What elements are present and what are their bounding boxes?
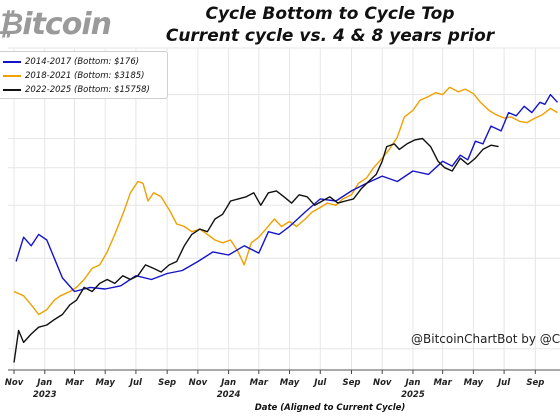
x-tick-label: Jul xyxy=(496,378,511,388)
x-tick-label: Mar xyxy=(250,378,269,388)
x-tick-label: Jan xyxy=(219,378,236,388)
x-tick-label: Nov xyxy=(5,378,24,388)
x-tick-label: Nov xyxy=(373,378,392,388)
x-tick-label: Jul xyxy=(312,378,327,388)
x-tick-label: Mar xyxy=(433,378,452,388)
x-tick-label: May xyxy=(280,378,300,388)
chart-legend: 2014-2017 (Bottom: $176) 2018-2021 (Bott… xyxy=(0,51,168,99)
x-tick-label: May xyxy=(95,378,115,388)
legend-swatch-2022 xyxy=(3,89,21,91)
chart-grid xyxy=(8,47,560,370)
x-tick-label: Jul xyxy=(128,378,143,388)
legend-item: 2014-2017 (Bottom: $176) xyxy=(3,55,167,69)
x-year-label: 2024 xyxy=(217,390,241,400)
chart-title: Cycle Bottom to Cycle Top xyxy=(205,4,455,24)
legend-swatch-2018 xyxy=(3,75,21,77)
watermark-text: @BitcoinChartBot by @Ch xyxy=(411,332,560,346)
x-year-label: 2023 xyxy=(33,390,57,400)
legend-item: 2018-2021 (Bottom: $3185) xyxy=(3,69,167,83)
x-tick-label: May xyxy=(464,378,484,388)
x-tick-label: Sep xyxy=(526,378,544,388)
legend-swatch-2014 xyxy=(3,61,21,63)
x-tick-label: Jan xyxy=(35,378,52,388)
x-year-label: 2025 xyxy=(401,390,425,400)
x-tick-label: Sep xyxy=(342,378,360,388)
x-axis: Nov Jan 2023 Mar May Jul Sep Nov Jan 2024 Mar May Ju… xyxy=(5,369,560,400)
legend-item: 2022-2025 (Bottom: $15758) xyxy=(3,83,167,97)
legend-label: 2022-2025 (Bottom: $15758) xyxy=(25,85,150,95)
x-tick-label: Jan xyxy=(403,378,420,388)
series-layer xyxy=(13,86,559,363)
bitcoin-logo: ₿itcoin xyxy=(0,7,112,42)
series-line-2018-2021 xyxy=(13,86,558,316)
x-tick-label: Nov xyxy=(189,378,208,388)
x-tick-label: Sep xyxy=(158,378,176,388)
chart-subtitle: Current cycle vs. 4 & 8 years prior xyxy=(165,26,495,46)
series-line-2014-2017 xyxy=(15,93,559,293)
legend-label: 2018-2021 (Bottom: $3185) xyxy=(25,71,145,81)
x-axis-label: Date (Aligned to Current Cycle) xyxy=(254,403,406,413)
series-line-2022-2025 xyxy=(13,137,499,363)
legend-label: 2014-2017 (Bottom: $176) xyxy=(25,57,140,67)
x-tick-label: Mar xyxy=(65,378,84,388)
